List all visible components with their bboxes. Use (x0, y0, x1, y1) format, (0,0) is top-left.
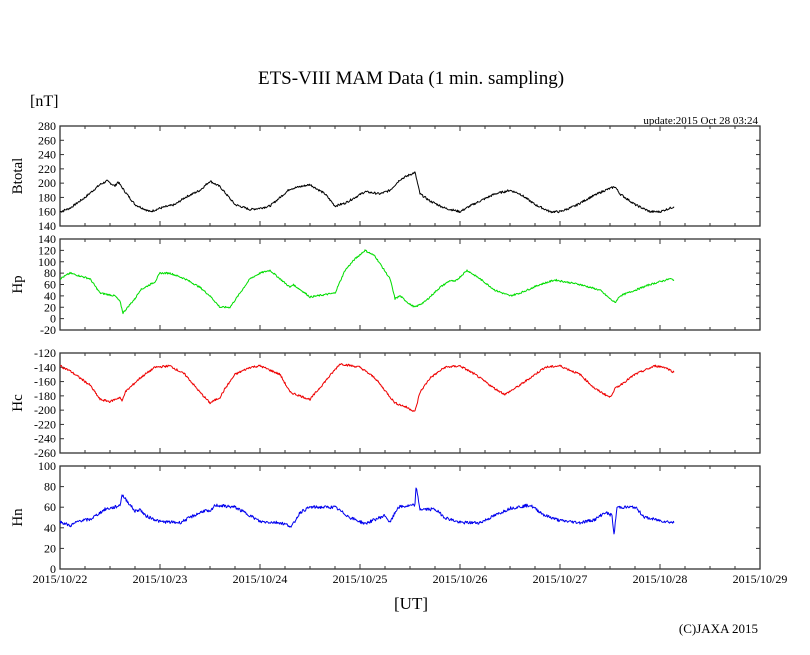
series-line-btotal (59, 171, 675, 214)
y-tick-label: 140 (38, 219, 56, 233)
chart-title: ETS-VIII MAM Data (1 min. sampling) (258, 68, 564, 89)
panel-ylabel-hp: Hp (10, 275, 26, 293)
y-tick-label: 200 (38, 176, 56, 190)
copyright: (C)JAXA 2015 (679, 621, 758, 636)
y-tick-label: -240 (34, 432, 56, 446)
y-tick-label: 240 (38, 148, 56, 162)
y-tick-label: -160 (34, 375, 56, 389)
y-tick-label: 220 (38, 162, 56, 176)
y-tick-label: -120 (34, 346, 56, 360)
x-tick-label: 2015/10/22 (33, 572, 88, 586)
y-tick-label: 80 (44, 480, 56, 494)
y-tick-label: 100 (38, 459, 56, 473)
y-tick-label: -260 (34, 446, 56, 460)
series-line-hc (59, 363, 675, 412)
y-tick-label: 60 (44, 278, 56, 292)
y-tick-label: 20 (44, 541, 56, 555)
y-tick-label: 180 (38, 190, 56, 204)
y-tick-label: 160 (38, 205, 56, 219)
y-tick-label: 20 (44, 300, 56, 314)
y-tick-label: -140 (34, 360, 56, 374)
y-tick-label: 60 (44, 500, 56, 514)
y-tick-label: -20 (40, 323, 56, 337)
series-line-hn (59, 487, 675, 535)
y-tick-label: 140 (38, 232, 56, 246)
x-axis-label: [UT] (394, 594, 428, 613)
x-tick-label: 2015/10/23 (133, 572, 188, 586)
y-tick-label: 120 (38, 243, 56, 257)
panel-ylabel-hc: Hc (10, 394, 26, 412)
panel-frame-hc (59, 352, 761, 454)
unit-label: [nT] (30, 93, 58, 110)
y-tick-label: 0 (50, 562, 56, 576)
panel-frame-hp (59, 238, 761, 331)
y-tick-label: 40 (44, 521, 56, 535)
y-tick-label: -220 (34, 417, 56, 431)
y-tick-label: 0 (50, 312, 56, 326)
update-timestamp: update:2015 Oct 28 03:24 (643, 115, 758, 127)
x-tick-label: 2015/10/28 (633, 572, 688, 586)
panel-ylabel-hn: Hn (10, 508, 26, 527)
y-tick-label: 260 (38, 133, 56, 147)
x-tick-label: 2015/10/27 (533, 572, 588, 586)
y-tick-label: 280 (38, 119, 56, 133)
x-tick-label: 2015/10/29 (733, 572, 788, 586)
panel-ylabel-btotal: Btotal (10, 158, 26, 195)
panel-frame-btotal (59, 125, 761, 227)
y-tick-label: 100 (38, 255, 56, 269)
y-tick-label: -180 (34, 389, 56, 403)
series-line-hp (59, 249, 675, 315)
x-tick-label: 2015/10/26 (433, 572, 488, 586)
panel-frame-hn (59, 465, 761, 570)
x-tick-label: 2015/10/24 (233, 572, 288, 586)
y-tick-label: 80 (44, 266, 56, 280)
x-tick-label: 2015/10/25 (333, 572, 388, 586)
y-tick-label: -200 (34, 403, 56, 417)
y-tick-label: 40 (44, 289, 56, 303)
